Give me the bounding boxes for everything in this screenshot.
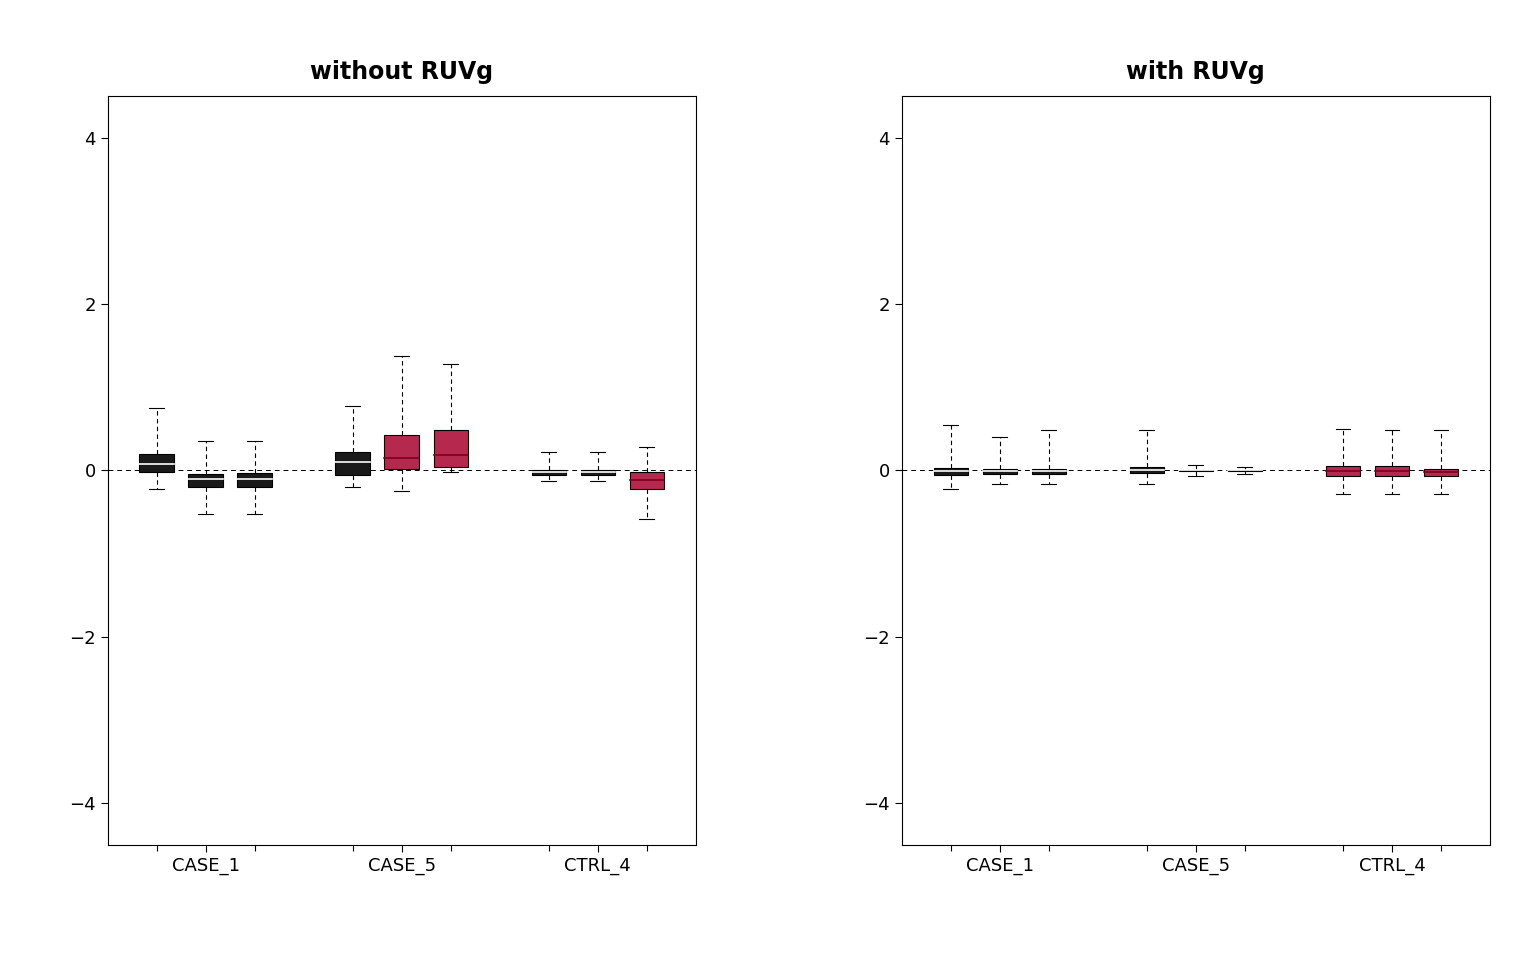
Bar	[531, 469, 565, 474]
Bar	[433, 430, 468, 468]
Bar	[238, 473, 272, 487]
Bar	[1375, 467, 1409, 476]
Bar	[1129, 468, 1164, 473]
Bar	[189, 473, 223, 487]
Bar	[983, 468, 1017, 473]
Bar	[335, 452, 370, 474]
Bar	[581, 470, 614, 474]
Bar	[140, 454, 174, 472]
Bar	[384, 436, 419, 468]
Bar	[1178, 469, 1213, 471]
Bar	[1326, 467, 1359, 476]
Bar	[1227, 469, 1263, 471]
Bar	[1032, 468, 1066, 473]
Title: with RUVg: with RUVg	[1126, 60, 1266, 84]
Bar	[630, 472, 664, 489]
Title: without RUVg: without RUVg	[310, 60, 493, 84]
Bar	[1424, 468, 1458, 476]
Bar	[934, 468, 968, 474]
